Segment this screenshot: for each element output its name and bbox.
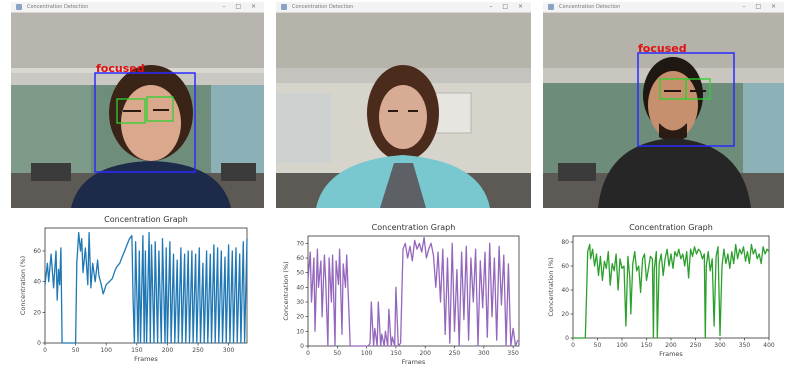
y-axis-label: Concentration (%) — [547, 257, 555, 316]
window-title: Concentration Detection — [559, 4, 621, 10]
y-tick-label: 80 — [561, 239, 569, 246]
focused-label: focused — [96, 62, 145, 75]
y-tick-label: 50 — [296, 270, 304, 277]
x-tick-label: 300 — [478, 350, 490, 357]
webcam-window-1: Concentration Detection – □ × focused — [11, 2, 264, 208]
window-titlebar: Concentration Detection – □ × — [543, 2, 784, 13]
y-tick-label: 40 — [296, 284, 304, 291]
x-axis-label: Frames — [134, 355, 158, 363]
x-tick-label: 350 — [507, 350, 519, 357]
x-tick-label: 200 — [162, 347, 174, 354]
x-tick-label: 300 — [714, 342, 726, 349]
x-tick-label: 200 — [419, 350, 431, 357]
x-tick-label: 150 — [390, 350, 402, 357]
x-tick-label: 0 — [306, 350, 310, 357]
x-tick-label: 250 — [690, 342, 702, 349]
chart-title: Concentration Graph — [104, 215, 188, 224]
x-tick-label: 100 — [616, 342, 628, 349]
webcam-feed — [276, 13, 531, 208]
x-tick-label: 0 — [43, 347, 47, 354]
x-tick-label: 50 — [333, 350, 341, 357]
x-tick-label: 250 — [449, 350, 461, 357]
y-tick-label: 0 — [37, 340, 41, 347]
face-detection-box — [637, 52, 735, 147]
y-tick-label: 60 — [561, 263, 569, 270]
y-tick-label: 30 — [296, 299, 304, 306]
x-tick-label: 400 — [763, 342, 775, 349]
concentration-chart-3: Concentration Graph 0 50 100 150 200 250 300 350… — [543, 210, 784, 374]
focused-label: focused — [638, 42, 687, 55]
window-title: Concentration Detection — [292, 4, 354, 10]
app-icon — [16, 4, 22, 10]
y-axis-label: Concentration (%) — [19, 256, 27, 315]
webcam-feed: focused — [543, 13, 784, 208]
y-tick-label: 20 — [561, 311, 569, 318]
y-tick-label: 40 — [561, 287, 569, 294]
face-detection-box — [94, 72, 196, 173]
y-tick-label: 0 — [300, 343, 304, 350]
y-tick-label: 60 — [33, 248, 41, 255]
y-tick-label: 0 — [565, 335, 569, 342]
eye-box-right — [146, 96, 174, 122]
concentration-chart-2: Concentration Graph 0 50 100 150 200 250 300 350… — [276, 210, 531, 374]
x-tick-label: 200 — [665, 342, 677, 349]
y-axis-label: Concentration (%) — [282, 261, 290, 320]
app-icon — [281, 4, 287, 10]
window-titlebar: Concentration Detection – □ × — [276, 2, 531, 13]
window-controls[interactable]: – □ × — [222, 3, 260, 10]
x-tick-label: 0 — [571, 342, 575, 349]
plot-frame — [307, 235, 520, 347]
x-tick-label: 50 — [594, 342, 602, 349]
x-tick-label: 350 — [739, 342, 751, 349]
x-tick-label: 150 — [641, 342, 653, 349]
window-titlebar: Concentration Detection – □ × — [11, 2, 264, 13]
app-icon — [548, 4, 554, 10]
y-tick-label: 70 — [296, 240, 304, 247]
x-axis-label: Frames — [402, 358, 426, 366]
window-controls[interactable]: – □ × — [489, 3, 527, 10]
window-title: Concentration Detection — [27, 4, 89, 10]
concentration-chart-1: Concentration Graph 0 50 100 150 200 250 300 0 20… — [11, 210, 264, 374]
chart-title: Concentration Graph — [629, 223, 713, 232]
eye-box-left — [116, 98, 146, 124]
window-controls[interactable]: – □ × — [742, 3, 780, 10]
x-tick-label: 300 — [223, 347, 235, 354]
webcam-feed: focused — [11, 13, 264, 208]
chart-title: Concentration Graph — [372, 223, 456, 232]
eye-box-right — [685, 78, 711, 100]
x-tick-label: 250 — [192, 347, 204, 354]
y-tick-label: 10 — [296, 328, 304, 335]
y-tick-label: 20 — [33, 309, 41, 316]
concentration-series-line — [573, 243, 770, 339]
x-tick-label: 150 — [131, 347, 143, 354]
x-tick-label: 100 — [100, 347, 112, 354]
x-tick-label: 100 — [361, 350, 373, 357]
concentration-series-line — [44, 231, 248, 344]
x-axis-label: Frames — [659, 350, 683, 358]
webcam-window-3: Concentration Detection – □ × focused — [543, 2, 784, 208]
y-tick-label: 40 — [33, 279, 41, 286]
y-tick-label: 60 — [296, 255, 304, 262]
x-tick-label: 50 — [72, 347, 80, 354]
webcam-window-2: Concentration Detection – □ × — [276, 2, 531, 208]
y-tick-label: 20 — [296, 314, 304, 321]
concentration-series-line — [307, 236, 519, 347]
